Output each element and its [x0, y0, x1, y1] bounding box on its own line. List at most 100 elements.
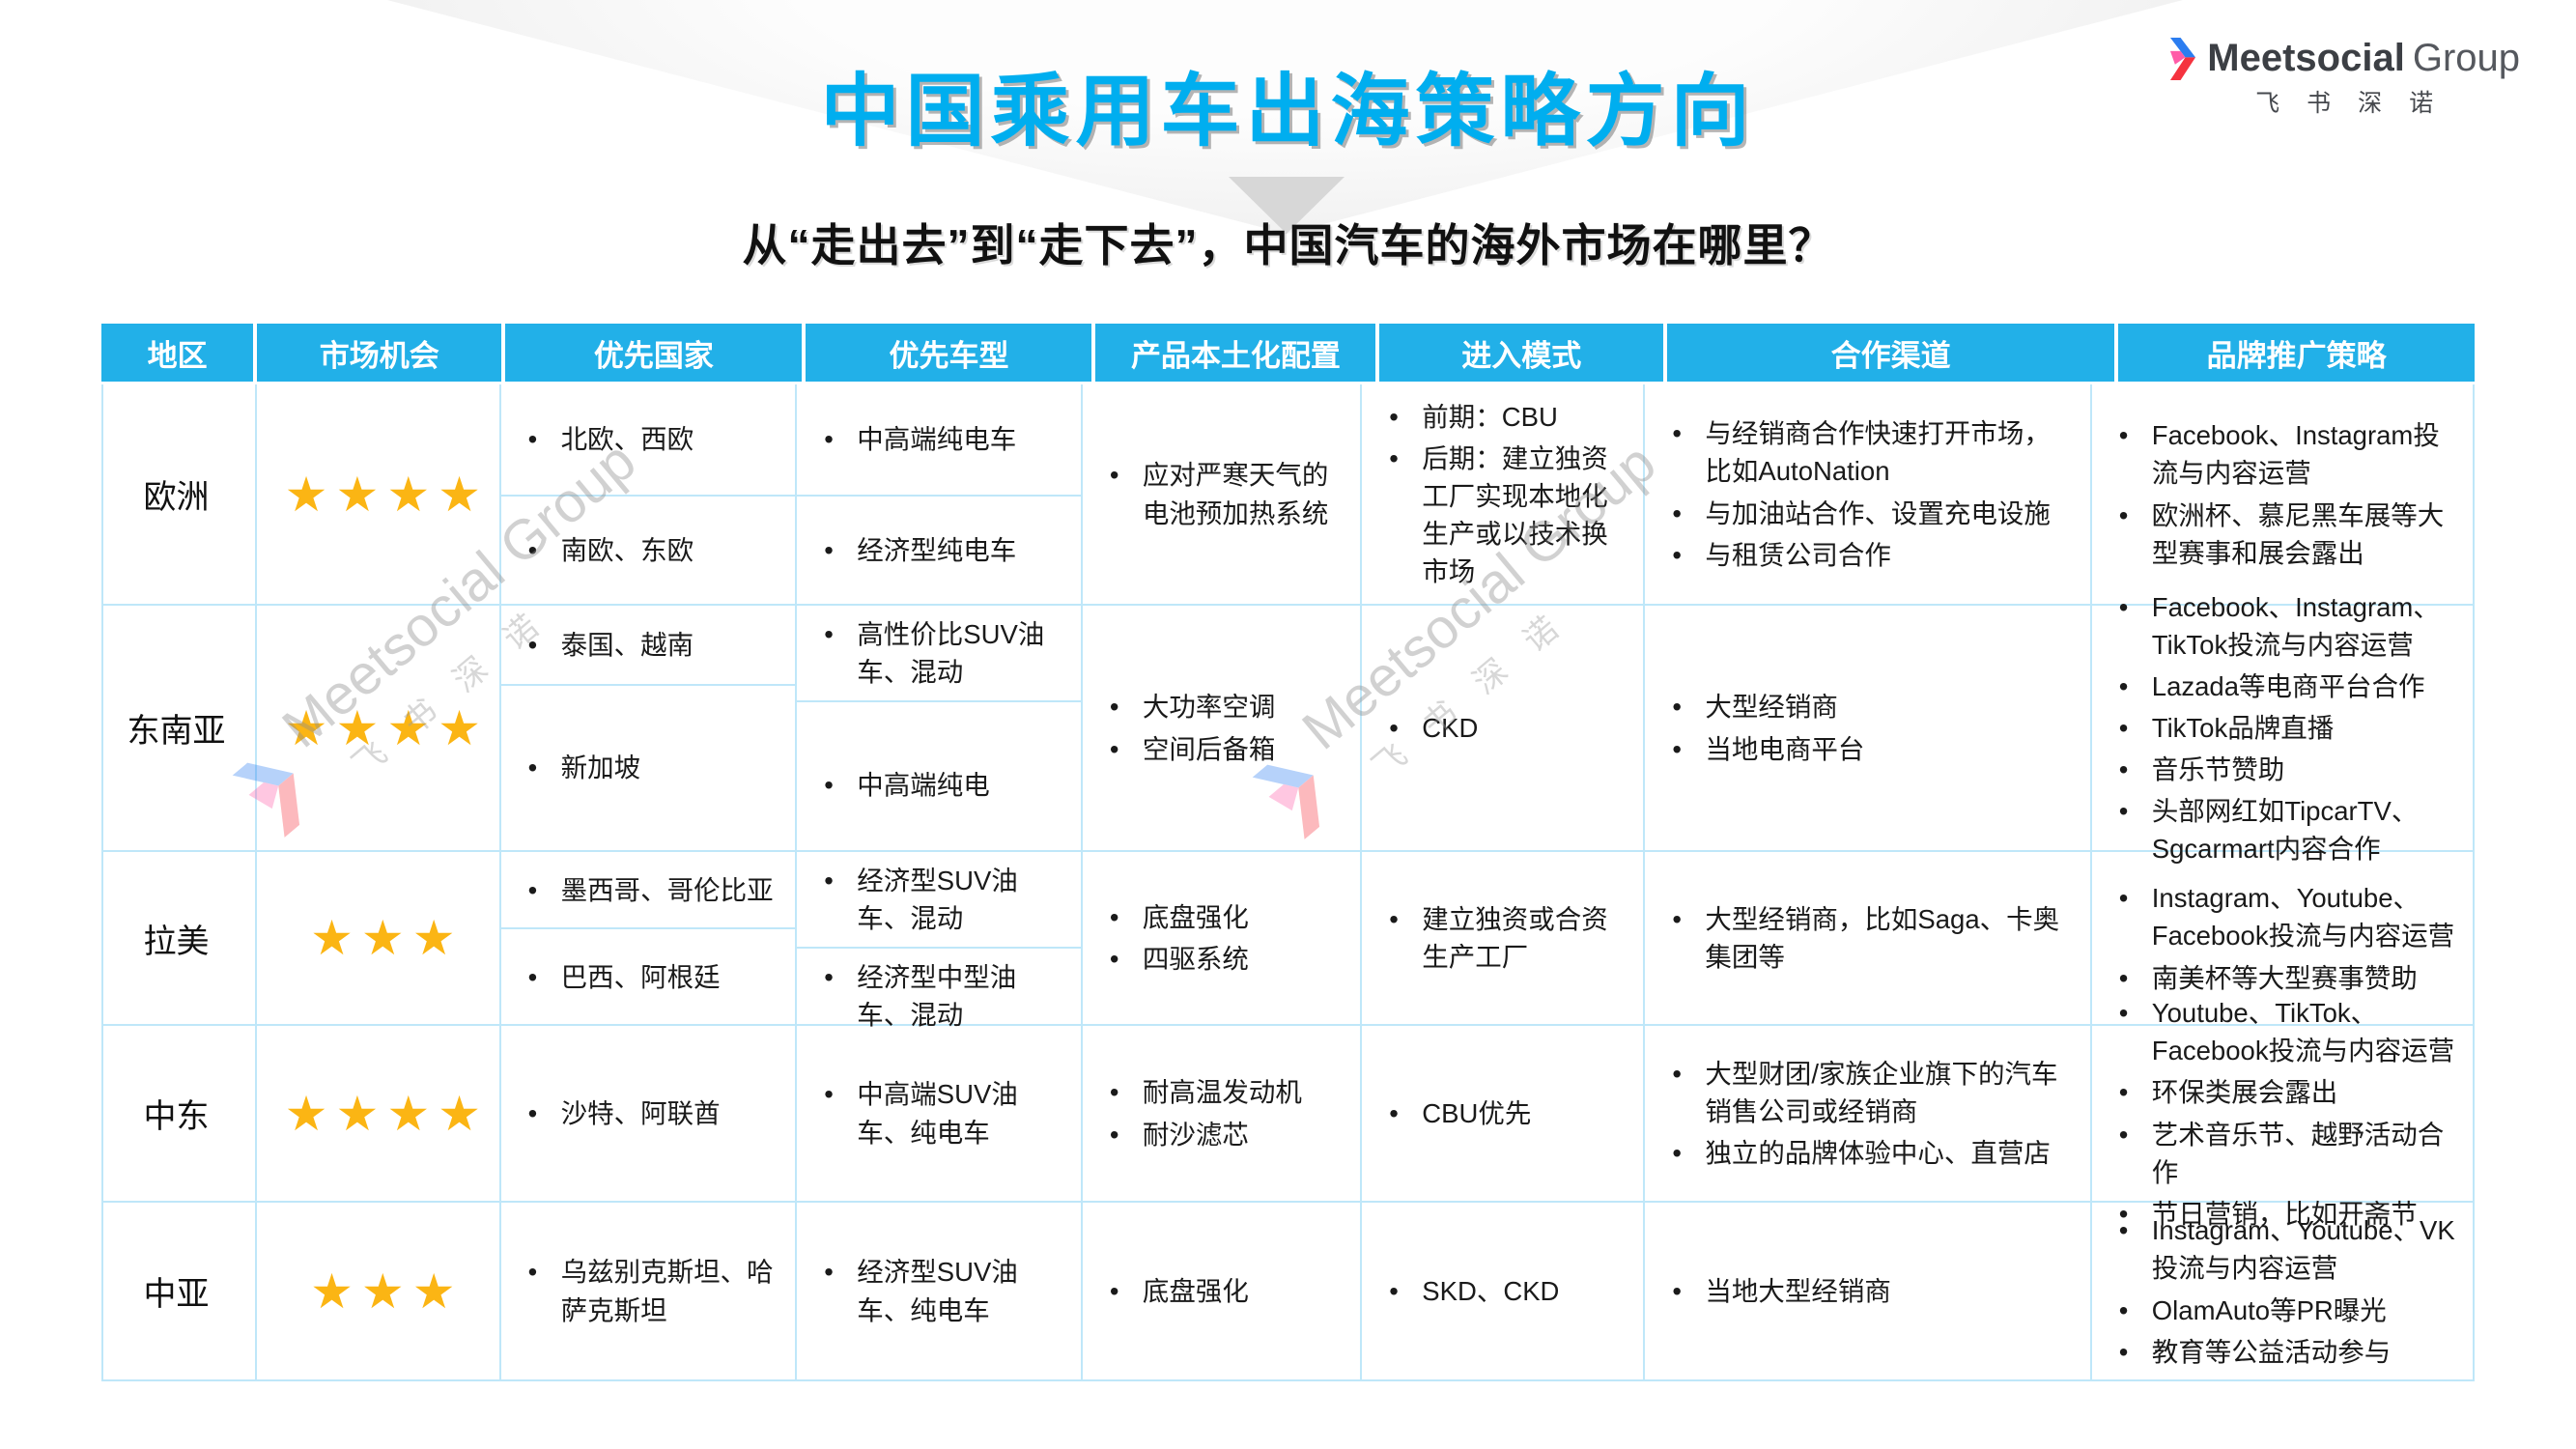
bullet-text: 教育等公益活动参与	[2151, 1336, 2392, 1367]
bullet-icon: •	[2118, 796, 2129, 827]
sub-cell: • 泰国、越南	[501, 606, 796, 684]
market-opportunity-cell: ★★★★	[254, 1026, 499, 1201]
bullet-item: • 经济型纯电车	[820, 531, 1069, 569]
sub-cell: • 经济型中型油车、混动	[797, 947, 1081, 1043]
bullet-icon: •	[2118, 712, 2129, 743]
bullet-text: 大型经销商，比如Saga、卡奥集团等	[1705, 903, 2060, 972]
bullet-item: • 与经销商合作快速打开市场，比如AutoNation	[1668, 414, 2076, 490]
star-rating: ★★★★	[284, 700, 489, 755]
bullet-item: • CKD	[1385, 709, 1629, 747]
bullet-item: • 耐沙滤芯	[1106, 1116, 1346, 1153]
priority-countries-cell: • 沙特、阿联酋	[498, 1026, 796, 1201]
bullet-icon: •	[824, 619, 834, 649]
bullet-text: 中高端纯电	[857, 769, 990, 800]
bullet-text: 独立的品牌体验中心、直营店	[1705, 1138, 2051, 1169]
logo-tagline: 飞书深诺	[2255, 90, 2461, 117]
bullet-icon: •	[1109, 692, 1119, 723]
priority-countries-cell: • 乌兹别克斯坦、哈萨克斯坦	[498, 1203, 796, 1379]
bullet-text: 经济型纯电车	[857, 534, 1017, 565]
market-opportunity-cell: ★★★	[254, 1203, 499, 1379]
brand-promotion-cell: • Facebook、Instagram、TikTok投流与内容运营 • Lazada…	[2089, 592, 2473, 864]
sub-cell: • 中高端纯电	[797, 700, 1081, 867]
bullet-item: • Instagram、Youtube、VK投流与内容运营	[2115, 1211, 2459, 1287]
bullet-item: • 北欧、西欧	[524, 420, 784, 458]
bullet-item: • 中高端纯电车	[820, 420, 1069, 458]
bullet-text: 南欧、东欧	[560, 534, 694, 565]
bullet-text: Youtube、TikTok、Facebook投流与内容运营	[2151, 998, 2455, 1066]
cooperation-channels-cell: • 大型财团/家族企业旗下的汽车销售公司或经销商 • 独立的品牌体验中心、直营店	[1643, 1026, 2089, 1201]
market-opportunity-cell: ★★★★	[254, 384, 499, 604]
region-cell: 中东	[103, 1026, 255, 1201]
localization-cell: • 底盘强化	[1080, 1203, 1360, 1379]
bullet-text: 底盘强化	[1142, 901, 1249, 932]
bullet-item: • 高性价比SUV油车、混动	[820, 615, 1069, 691]
bullet-icon: •	[527, 1257, 538, 1288]
sub-cell: • 乌兹别克斯坦、哈萨克斯坦	[501, 1203, 796, 1379]
bullet-text: 南美杯等大型赛事赞助	[2151, 962, 2418, 993]
bullet-item: • 经济型SUV油车、纯电车	[820, 1253, 1069, 1328]
bullet-item: • 乌兹别克斯坦、哈萨克斯坦	[524, 1253, 784, 1328]
bullet-item: • 耐高温发动机	[1106, 1073, 1346, 1111]
bullet-item: • 艺术音乐节、越野活动合作	[2115, 1116, 2459, 1191]
bullet-icon: •	[2118, 1336, 2129, 1367]
bullet-icon: •	[1672, 692, 1683, 723]
column-header-0: 地区	[101, 324, 254, 382]
entry-mode-cell: • CKD	[1360, 606, 1643, 850]
bullet-icon: •	[1109, 1119, 1119, 1150]
table-body: 欧洲 ★★★★ • 北欧、西欧 • 南欧、东欧 • 中高端纯电车 • 经济型纯电车 • 应对严寒天气的…	[101, 384, 2475, 1381]
bullet-icon: •	[1109, 901, 1119, 932]
bullet-icon: •	[1672, 497, 1683, 528]
bullet-item: • 中高端纯电	[820, 766, 1069, 804]
bullet-icon: •	[2118, 1215, 2129, 1246]
bullet-icon: •	[1389, 1097, 1399, 1128]
bullet-text: CKD	[1422, 712, 1479, 743]
bullet-icon: •	[1672, 539, 1683, 570]
region-label: 拉美	[143, 923, 210, 960]
entry-mode-cell: • 前期：CBU • 后期：建立独资工厂实现本地化生产或以技术换市场	[1360, 384, 1643, 604]
bullet-item: • 当地大型经销商	[1668, 1272, 2076, 1310]
bullet-item: • SKD、CKD	[1385, 1272, 1629, 1310]
bullet-item: • 大型经销商	[1668, 688, 2076, 725]
bullet-item: • Facebook、Instagram投流与内容运营	[2115, 416, 2459, 492]
column-header-3: 优先车型	[806, 324, 1092, 382]
localization-cell: • 应对严寒天气的电池预加热系统	[1080, 384, 1360, 604]
page-title: 中国乘用车出海策略方向	[820, 68, 1756, 156]
bullet-item: • 南美杯等大型赛事赞助	[2115, 959, 2459, 997]
bullet-icon: •	[824, 769, 834, 800]
bullet-text: 高性价比SUV油车、混动	[857, 619, 1045, 688]
bullet-icon: •	[1109, 733, 1119, 764]
bullet-item: • 四驱系统	[1106, 940, 1346, 978]
bullet-text: 后期：建立独资工厂实现本地化生产或以技术换市场	[1422, 442, 1608, 587]
cooperation-channels-cell: • 大型经销商 • 当地电商平台	[1643, 606, 2089, 850]
bullet-text: 空间后备箱	[1142, 733, 1276, 764]
bullet-item: • 当地电商平台	[1668, 730, 2076, 768]
bullet-text: Facebook、Instagram投流与内容运营	[2151, 420, 2440, 489]
bullet-item: • CBU优先	[1385, 1094, 1629, 1132]
brand-promotion-cell: • Instagram、Youtube、VK投流与内容运营 • OlamAuto等PR…	[2089, 1203, 2473, 1379]
bullet-icon: •	[2118, 1294, 2129, 1325]
localization-cell: • 耐高温发动机 • 耐沙滤芯	[1080, 1026, 1360, 1201]
region-label: 东南亚	[127, 713, 226, 750]
localization-cell: • 大功率空调 • 空间后备箱	[1080, 606, 1360, 850]
bullet-text: 经济型SUV油车、混动	[857, 866, 1018, 934]
bullet-text: 欧洲杯、慕尼黑车展等大型赛事和展会露出	[2151, 499, 2445, 568]
bullet-item: • 欧洲杯、慕尼黑车展等大型赛事和展会露出	[2115, 497, 2459, 572]
star-rating: ★★★	[310, 1264, 464, 1319]
bullet-icon: •	[824, 424, 834, 455]
cooperation-channels-cell: • 大型经销商，比如Saga、卡奥集团等	[1643, 852, 2089, 1024]
bullet-item: • 教育等公益活动参与	[2115, 1333, 2459, 1371]
bullet-text: 与租赁公司合作	[1705, 539, 1891, 570]
bullet-text: 当地大型经销商	[1705, 1275, 1891, 1306]
bullet-item: • 巴西、阿根廷	[524, 958, 784, 996]
entry-mode-cell: • CBU优先	[1360, 1026, 1643, 1201]
bullet-text: 中高端纯电车	[857, 424, 1017, 455]
column-header-4: 产品本土化配置	[1095, 324, 1376, 382]
sub-cell: • 经济型SUV油车、纯电车	[797, 1203, 1081, 1379]
bullet-text: 泰国、越南	[560, 629, 694, 660]
bullet-icon: •	[527, 1097, 538, 1128]
logo-brand-text: Meetsocial Group	[2207, 37, 2520, 79]
priority-models-cell: • 经济型SUV油车、纯电车	[795, 1203, 1081, 1379]
bullet-text: 北欧、西欧	[560, 424, 694, 455]
bullet-text: 建立独资或合资生产工厂	[1422, 903, 1608, 972]
bullet-text: Instagram、Youtube、VK投流与内容运营	[2151, 1215, 2455, 1284]
